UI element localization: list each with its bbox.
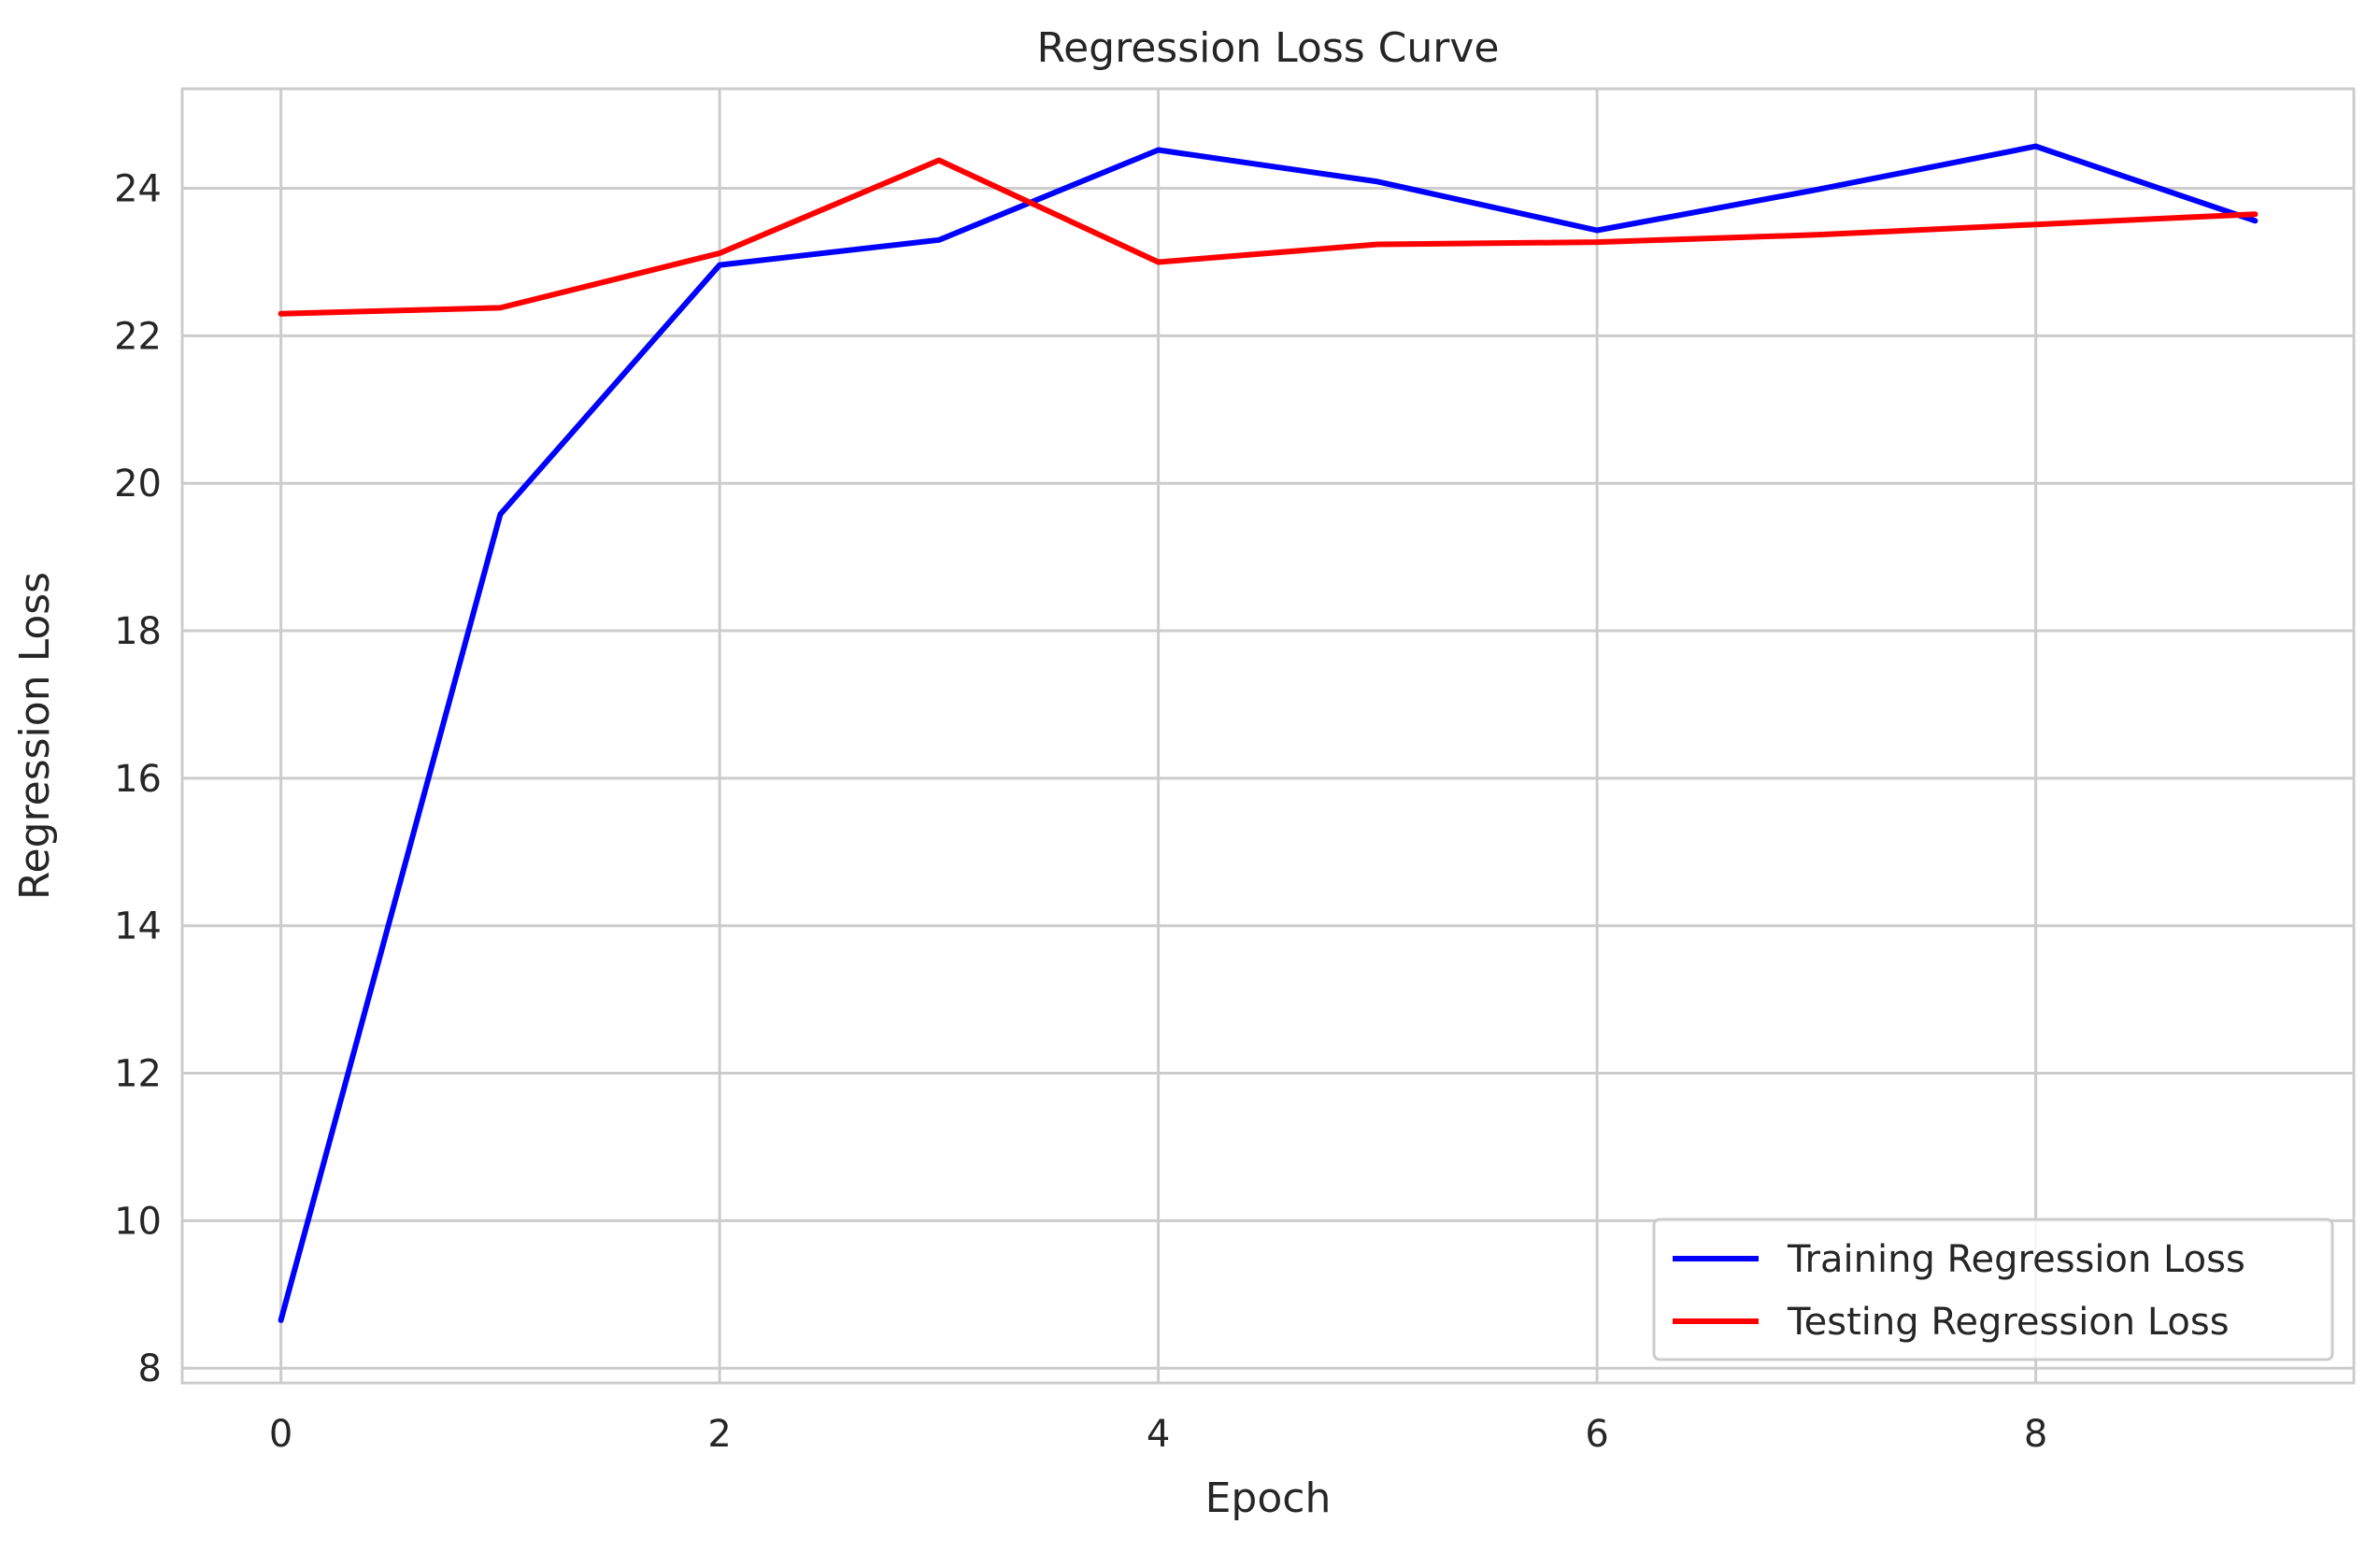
y-tick-label: 14	[114, 905, 162, 948]
chart-title: Regression Loss Curve	[1037, 24, 1500, 72]
y-axis-label: Regression Loss	[11, 572, 59, 900]
legend-label: Training Regression Loss	[1787, 1238, 2245, 1281]
y-tick-label: 10	[114, 1200, 162, 1243]
grid	[182, 89, 2354, 1383]
y-tick-label: 22	[114, 315, 162, 358]
plot-frame	[180, 87, 2356, 1385]
y-tick-label: 24	[114, 168, 162, 211]
x-tick-label: 8	[2024, 1413, 2047, 1456]
x-tick-label: 4	[1147, 1413, 1170, 1456]
legend-label: Testing Regression Loss	[1787, 1301, 2230, 1344]
x-tick-label: 0	[269, 1413, 292, 1456]
series-line-testing	[278, 157, 2259, 317]
y-tick-label: 12	[114, 1053, 162, 1096]
series-line-training	[278, 143, 2259, 1323]
y-tick-label: 16	[114, 758, 162, 801]
series-lines	[278, 143, 2259, 1323]
x-tick-label: 6	[1585, 1413, 1608, 1456]
legend: Training Regression Loss Testing Regressi…	[1652, 1218, 2334, 1361]
y-tick-label: 20	[114, 463, 162, 506]
x-tick-label: 2	[707, 1413, 731, 1456]
y-tick-label: 8	[138, 1347, 162, 1390]
x-axis-label: Epoch	[1205, 1475, 1332, 1522]
legend-box	[1652, 1218, 2334, 1361]
y-tick-label: 18	[114, 610, 162, 653]
